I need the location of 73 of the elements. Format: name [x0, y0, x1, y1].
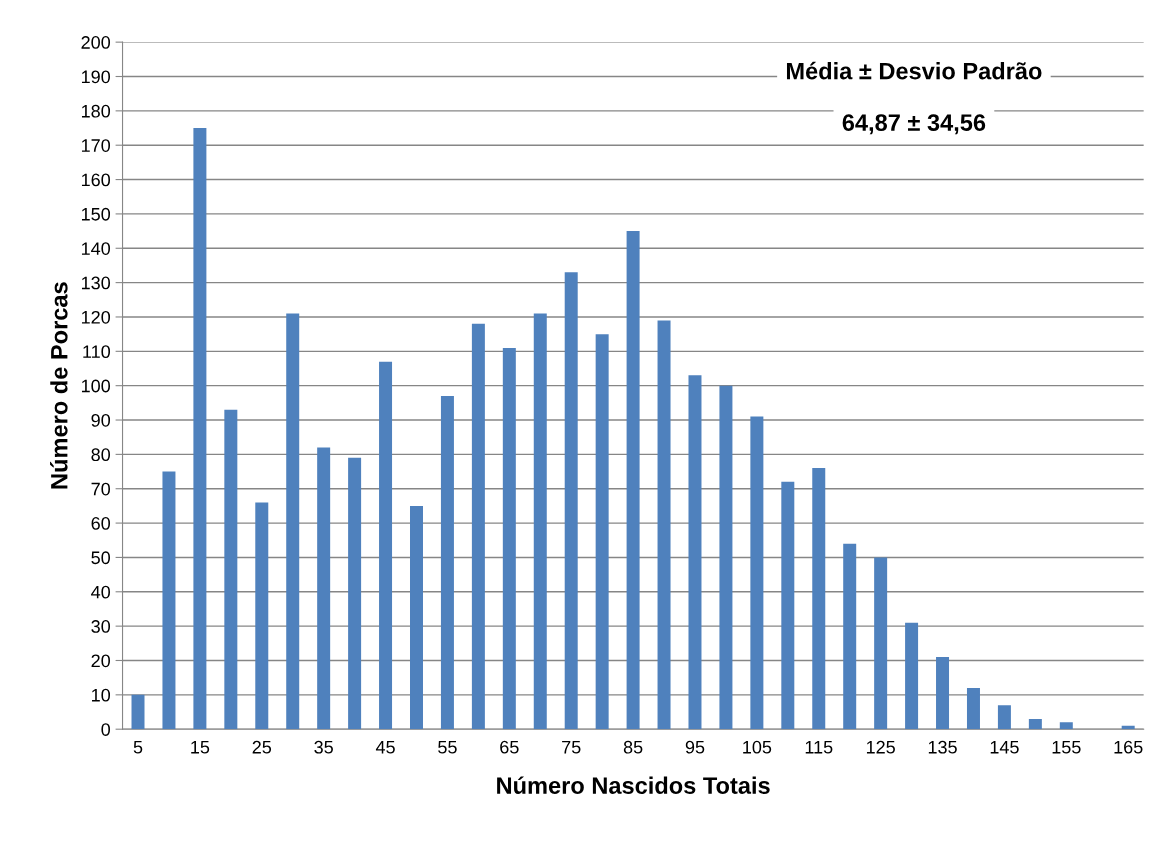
y-tick-label: 170: [81, 139, 111, 152]
bar: [595, 334, 609, 730]
y-tick-label: 30: [91, 620, 111, 633]
y-tick-label: 80: [91, 448, 111, 462]
y-tick-label: 60: [91, 517, 111, 530]
y-tick-label: 140: [81, 242, 111, 255]
y-tick-label: 150: [81, 207, 111, 221]
y-tick-label: 160: [81, 173, 111, 187]
y-tick-label: 120: [81, 310, 111, 324]
bar: [255, 502, 269, 730]
x-tick-label: 65: [500, 740, 519, 754]
y-tick-label: 100: [81, 379, 111, 393]
y-tick-label: 10: [92, 688, 111, 702]
x-tick-label: 5: [133, 740, 143, 754]
bar: [874, 557, 888, 730]
bar: [1059, 722, 1073, 730]
bar: [936, 657, 950, 730]
x-tick-label: 25: [252, 740, 272, 754]
x-tick-label: 15: [191, 740, 210, 754]
y-tick-label: 180: [81, 104, 111, 118]
bar: [193, 128, 207, 730]
bar: [410, 505, 423, 730]
bar: [997, 705, 1011, 730]
x-tick-label: 85: [623, 740, 643, 754]
bar: [812, 468, 826, 730]
y-tick-label: 130: [81, 276, 111, 290]
bar: [750, 416, 764, 730]
bar: [162, 471, 176, 730]
x-tick-label: 165: [1114, 740, 1143, 754]
bar: [657, 320, 671, 730]
bar: [688, 375, 702, 730]
y-tick-label: 0: [101, 723, 111, 736]
x-tick-label: 135: [928, 740, 957, 754]
bar: [348, 457, 362, 730]
bar: [1028, 718, 1042, 730]
bar: [131, 694, 145, 730]
bar: [781, 481, 795, 730]
x-tick-label: 105: [743, 740, 772, 754]
y-tick-label: 70: [91, 482, 111, 496]
y-tick-label: 40: [91, 585, 111, 599]
y-tick-label: 20: [91, 654, 111, 668]
y-tick-label: 50: [91, 551, 111, 565]
x-tick-label: 155: [1052, 740, 1081, 754]
bar: [905, 622, 919, 730]
bar: [966, 687, 980, 730]
bar: [440, 395, 454, 730]
bar: [379, 361, 393, 730]
bar: [317, 447, 331, 730]
x-tick-label: 45: [375, 740, 395, 754]
bar: [224, 409, 238, 730]
bar: [719, 385, 733, 730]
annotation: 64,87 ± 34,56: [842, 114, 986, 135]
y-axis-title: Número de Porcas: [50, 282, 68, 489]
annotation: Média ± Desvio Padrão: [786, 61, 1042, 80]
y-tick-label: 90: [91, 413, 111, 427]
y-tick-label: 190: [81, 70, 111, 84]
x-tick-label: 115: [805, 740, 833, 754]
x-tick-label: 125: [866, 740, 895, 754]
bar: [471, 323, 485, 730]
bar: [626, 231, 640, 730]
bar: [286, 313, 300, 730]
bar: [564, 272, 578, 730]
x-tick-label: 35: [314, 740, 333, 754]
y-tick-label: 200: [81, 36, 111, 49]
x-tick-label: 95: [685, 740, 705, 754]
x-axis-title: Número Nascidos Totais: [497, 776, 770, 794]
bar: [502, 347, 516, 730]
bar: [843, 543, 857, 730]
x-tick-label: 55: [438, 740, 457, 754]
y-tick-label: 110: [83, 345, 111, 359]
bar: [533, 313, 547, 730]
x-tick-label: 145: [990, 740, 1019, 754]
x-tick-label: 75: [562, 740, 581, 754]
